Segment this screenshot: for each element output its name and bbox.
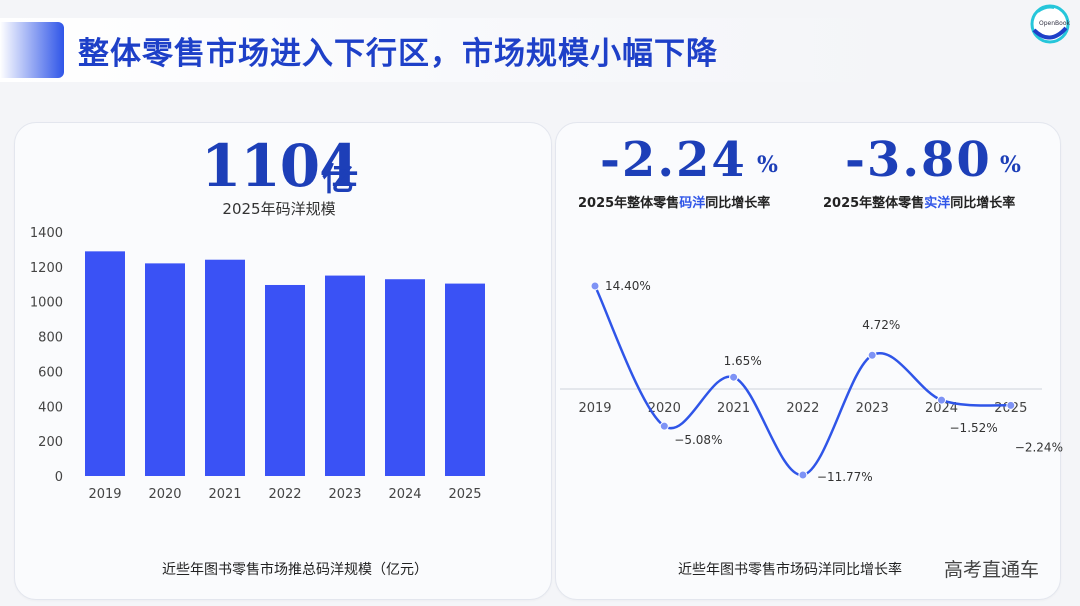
bar-2024 — [385, 279, 425, 476]
bar-2023 — [325, 275, 365, 476]
line-point-2019 — [590, 281, 600, 291]
real-rate-caption: 2025年整体零售实洋同比增长率 — [823, 192, 1015, 211]
data-label: −2.24% — [1015, 440, 1063, 454]
x-tick-label: 2023 — [328, 487, 361, 502]
data-label: 1.65% — [724, 354, 762, 368]
data-label: −5.08% — [674, 433, 722, 447]
line-point-2025 — [1006, 400, 1016, 410]
bar-2025 — [445, 283, 485, 476]
openbook-logo-icon — [1030, 4, 1070, 44]
caption-text: 2025年整体零售 — [578, 196, 680, 211]
x-tick-label: 2019 — [88, 487, 121, 502]
bar-chart-caption: 近些年图书零售市场推总码洋规模（亿元） — [162, 562, 428, 578]
y-tick-label: 1200 — [30, 261, 63, 276]
real-rate-value: -3.80 — [845, 132, 992, 188]
y-tick-label: 1000 — [30, 296, 63, 311]
headline-caption: 2025年码洋规模 — [222, 200, 336, 218]
caption-text: 同比增长率 — [705, 196, 771, 211]
title-bar — [0, 18, 900, 82]
line-chart-caption: 近些年图书零售市场码洋同比增长率 — [678, 562, 902, 578]
x-tick-label: 2022 — [268, 487, 301, 502]
watermark: 高考直通车 — [944, 559, 1040, 581]
x-tick-label: 2019 — [578, 401, 611, 416]
line-point-2021 — [729, 372, 739, 382]
caption-highlight: 码洋 — [679, 196, 706, 211]
bar-2022 — [265, 284, 305, 476]
x-tick-label: 2021 — [717, 401, 750, 416]
data-label: 4.72% — [862, 318, 900, 332]
x-tick-label: 2023 — [856, 401, 889, 416]
caption-text: 同比增长率 — [950, 196, 1016, 211]
x-tick-label: 2024 — [388, 487, 421, 502]
right-panel — [555, 122, 1061, 600]
x-tick-label: 2020 — [648, 401, 681, 416]
y-tick-label: 800 — [38, 331, 63, 346]
market-rate-value: -2.24 — [600, 132, 747, 188]
data-label: −1.52% — [950, 421, 998, 435]
title-accent-stripe — [0, 22, 64, 78]
y-tick-label: 200 — [38, 435, 63, 450]
bar-2019 — [85, 251, 125, 476]
bar-2021 — [205, 259, 245, 476]
x-tick-label: 2020 — [148, 487, 181, 502]
caption-highlight: 实洋 — [924, 196, 951, 211]
x-tick-label: 2024 — [925, 401, 958, 416]
y-tick-label: 600 — [38, 365, 63, 380]
market-rate-unit: % — [757, 152, 778, 178]
headline-value: 1104 — [201, 132, 359, 200]
page-title: 整体零售市场进入下行区，市场规模小幅下降 — [78, 36, 718, 72]
x-tick-label: 2025 — [448, 487, 481, 502]
data-label: 14.40% — [605, 279, 651, 293]
x-tick-label: 2022 — [786, 401, 819, 416]
y-tick-label: 0 — [55, 470, 63, 485]
line-point-2022 — [798, 470, 808, 480]
y-tick-label: 400 — [38, 400, 63, 415]
line-point-2023 — [867, 350, 877, 360]
data-label: −11.77% — [817, 470, 873, 484]
headline-unit: 亿 — [322, 160, 355, 198]
line-point-2020 — [659, 421, 669, 431]
line-point-2024 — [937, 395, 946, 405]
y-tick-label: 1400 — [30, 226, 63, 241]
bar-2020 — [145, 263, 185, 476]
growth-rate-line — [593, 285, 1011, 477]
market-rate-caption: 2025年整体零售码洋同比增长率 — [578, 192, 770, 211]
logo-text: OpenBook — [1039, 20, 1070, 27]
real-rate-unit: % — [1000, 152, 1021, 178]
x-tick-label: 2021 — [208, 487, 241, 502]
caption-text: 2025年整体零售 — [823, 196, 925, 211]
